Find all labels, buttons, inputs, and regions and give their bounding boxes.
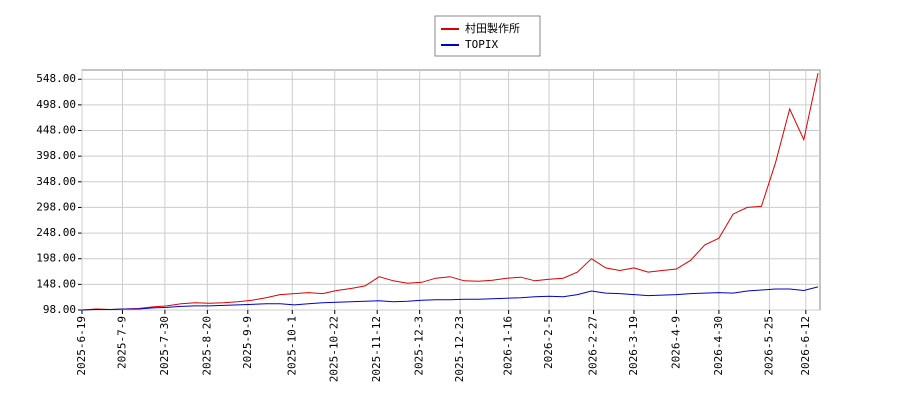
y-tick-label: 498.00 bbox=[36, 98, 76, 111]
y-tick-label: 448.00 bbox=[36, 124, 76, 137]
series-line bbox=[81, 72, 819, 311]
y-tick-label: 298.00 bbox=[36, 200, 76, 213]
x-tick-label: 2026-1-16 bbox=[502, 316, 515, 376]
y-tick-label: 248.00 bbox=[36, 226, 76, 239]
y-tick-label: 98.00 bbox=[43, 303, 76, 316]
y-tick-label: 348.00 bbox=[36, 175, 76, 188]
x-tick-label: 2025-11-12 bbox=[370, 316, 383, 382]
x-tick-label: 2025-10-1 bbox=[285, 316, 298, 376]
y-tick-label: 548.00 bbox=[36, 72, 76, 85]
x-tick-label: 2026-2-5 bbox=[542, 316, 555, 369]
y-tick-label: 398.00 bbox=[36, 149, 76, 162]
x-tick-label: 2025-8-20 bbox=[200, 316, 213, 376]
x-tick-label: 2026-3-19 bbox=[627, 316, 640, 376]
x-tick-label: 2025-6-19 bbox=[75, 316, 88, 376]
x-tick-label: 2025-10-22 bbox=[328, 316, 341, 382]
x-tick-label: 2025-12-23 bbox=[453, 316, 466, 382]
x-tick-label: 2025-12-3 bbox=[413, 316, 426, 376]
legend-label: 村田製作所 bbox=[465, 21, 520, 35]
x-tick-label: 2026-5-25 bbox=[762, 316, 775, 376]
x-tick-label: 2026-2-27 bbox=[587, 316, 600, 376]
y-tick-label: 148.00 bbox=[36, 277, 76, 290]
x-tick-label: 2026-4-30 bbox=[712, 316, 725, 376]
legend-label: TOPIX bbox=[465, 38, 498, 51]
y-tick-label: 198.00 bbox=[36, 252, 76, 265]
series-line bbox=[81, 286, 819, 311]
x-tick-label: 2026-6-12 bbox=[799, 316, 812, 376]
x-tick-label: 2025-7-30 bbox=[158, 316, 171, 376]
plot-frame bbox=[81, 69, 821, 311]
x-tick-label: 2026-4-9 bbox=[669, 316, 682, 369]
x-tick-label: 2025-9-9 bbox=[241, 316, 254, 369]
legend bbox=[434, 15, 541, 57]
x-tick-label: 2025-7-9 bbox=[115, 316, 128, 369]
